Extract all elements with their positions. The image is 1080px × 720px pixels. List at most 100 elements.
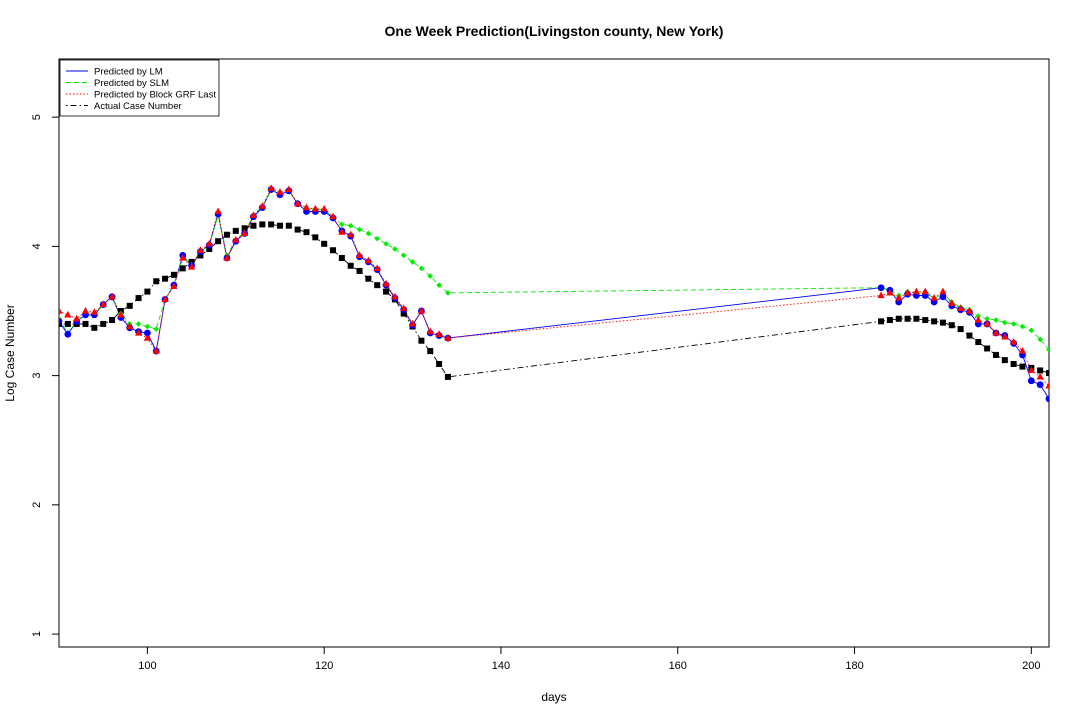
y-tick-label: 2	[31, 502, 43, 508]
data-point	[161, 295, 169, 302]
data-point	[179, 254, 187, 261]
data-point	[365, 230, 372, 237]
data-point	[302, 203, 311, 211]
data-point	[268, 221, 275, 228]
data-point	[930, 294, 938, 301]
data-point	[135, 295, 142, 302]
data-point	[232, 227, 239, 234]
data-point	[913, 315, 920, 322]
data-point	[391, 292, 399, 300]
data-point	[1002, 319, 1008, 326]
data-point	[64, 320, 71, 327]
data-point	[64, 330, 72, 338]
series-line-1	[59, 190, 1049, 351]
data-point	[374, 235, 381, 242]
y-tick-label: 1	[31, 631, 43, 637]
plot-frame	[58, 58, 1050, 648]
data-point	[241, 225, 248, 232]
data-point	[338, 228, 346, 235]
data-point	[73, 314, 81, 322]
data-point	[347, 262, 354, 269]
data-point	[1019, 323, 1026, 330]
series-line-0	[59, 188, 1049, 400]
data-point	[408, 319, 417, 327]
x-tick-label: 100	[138, 660, 156, 672]
data-point	[409, 259, 416, 265]
data-point	[294, 226, 301, 233]
data-point	[82, 320, 89, 327]
legend-entry: Predicted by Block GRF Last	[94, 89, 216, 100]
data-point	[311, 204, 319, 212]
data-point	[294, 199, 302, 207]
data-point	[321, 240, 328, 247]
data-point	[939, 293, 947, 301]
x-tick-label: 200	[1022, 660, 1040, 672]
data-point	[1036, 372, 1044, 380]
data-point	[285, 185, 293, 193]
data-point	[108, 292, 116, 300]
data-point	[1027, 366, 1035, 374]
data-point	[444, 334, 452, 341]
data-point	[992, 328, 1000, 336]
data-point	[109, 317, 116, 324]
data-point	[984, 345, 991, 352]
data-point	[143, 329, 151, 337]
data-point	[895, 294, 903, 301]
data-point	[59, 307, 63, 314]
data-point	[436, 360, 443, 367]
data-point	[338, 255, 345, 262]
data-point	[1036, 381, 1044, 389]
data-point	[259, 221, 266, 228]
data-point	[444, 373, 451, 380]
data-point	[143, 334, 151, 341]
data-point	[258, 202, 266, 209]
data-point	[1019, 363, 1026, 370]
x-tick-label: 180	[845, 660, 863, 672]
legend-box	[59, 59, 220, 117]
data-point	[992, 351, 999, 358]
data-point	[1010, 338, 1018, 345]
data-point	[383, 288, 390, 295]
series-points	[59, 184, 1049, 403]
data-point	[427, 348, 434, 355]
data-point	[957, 304, 965, 312]
data-point	[312, 234, 319, 241]
data-point	[153, 326, 160, 332]
legend-entry: Predicted by SLM	[94, 78, 169, 89]
data-point	[223, 231, 230, 238]
data-point	[975, 339, 982, 346]
data-point	[418, 337, 425, 344]
data-point	[276, 222, 283, 229]
data-point	[90, 308, 98, 315]
data-point	[436, 282, 442, 288]
data-point	[179, 265, 186, 272]
data-point	[135, 321, 142, 327]
x-axis-label: days	[541, 690, 566, 704]
data-point	[1001, 357, 1008, 364]
data-point	[886, 288, 894, 296]
data-point	[330, 247, 337, 254]
data-point	[162, 275, 169, 282]
data-point	[1010, 360, 1017, 367]
data-point	[100, 320, 107, 327]
data-point	[170, 271, 177, 278]
data-point	[373, 264, 381, 271]
data-point	[215, 238, 222, 245]
chart-title: One Week Prediction(Livingston county, N…	[385, 23, 724, 39]
data-point	[1037, 367, 1044, 374]
data-point	[1045, 381, 1049, 389]
data-point	[912, 287, 921, 295]
data-point	[81, 307, 90, 314]
data-point	[170, 282, 178, 290]
data-point	[426, 327, 434, 335]
series-lines	[59, 187, 1049, 400]
data-point	[364, 256, 372, 264]
data-point	[939, 287, 947, 295]
data-point	[1001, 332, 1009, 340]
data-point	[445, 290, 451, 296]
data-point	[1018, 347, 1027, 354]
data-point	[418, 265, 425, 272]
data-point	[427, 273, 434, 279]
data-point	[347, 230, 355, 238]
